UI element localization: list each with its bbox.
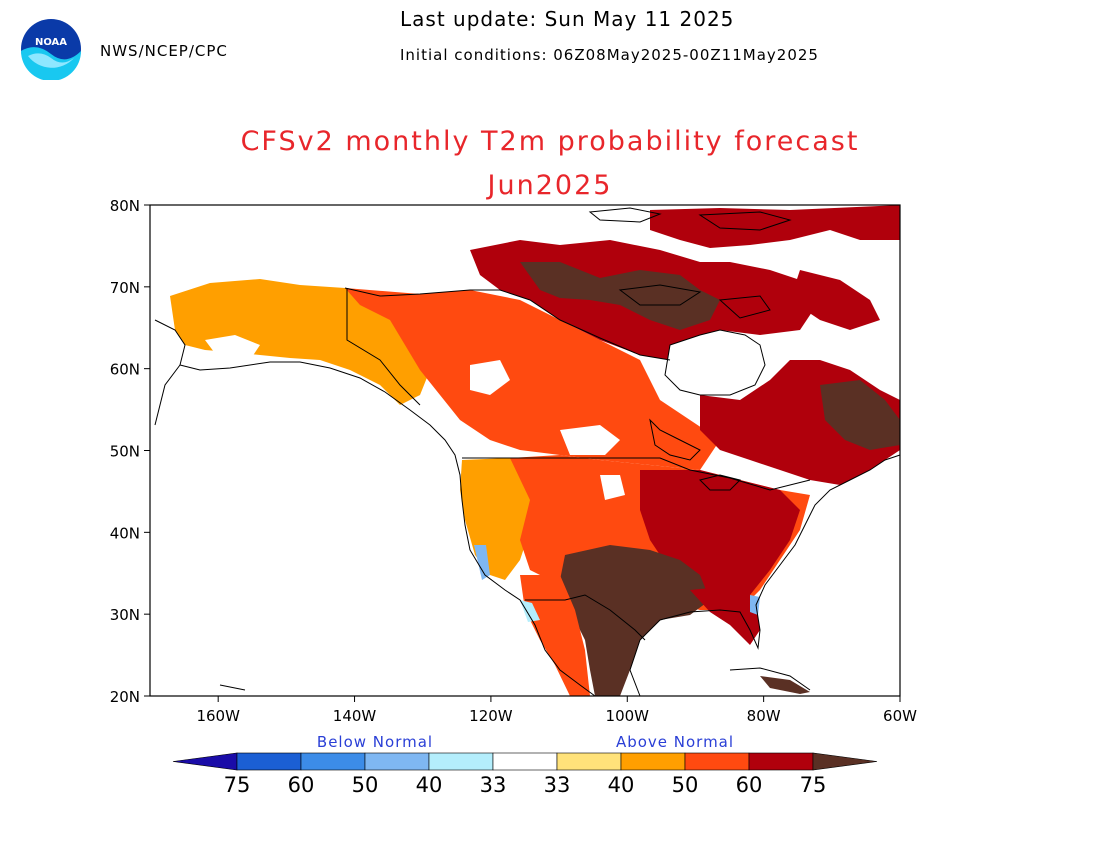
legend-value-label: 33 <box>544 773 571 797</box>
legend-value-label: 40 <box>608 773 635 797</box>
lon-tick-label: 160W <box>196 707 240 725</box>
southeast-region <box>690 585 760 645</box>
south-brown-region <box>560 545 710 696</box>
axis-ticks <box>144 204 901 702</box>
hudson-bay <box>665 330 765 395</box>
cuba <box>760 676 810 694</box>
mexico-west <box>520 575 590 696</box>
gulf-coast <box>629 454 901 697</box>
legend-swatch <box>748 752 814 771</box>
lon-tick-label: 80W <box>747 707 781 725</box>
chart-title: CFSv2 monthly T2m probability forecast <box>240 126 860 157</box>
west-coastline <box>154 319 596 697</box>
logo-text: NOAA <box>35 37 67 48</box>
probability-field <box>170 205 900 696</box>
noaa-logo: NOAA <box>20 18 82 81</box>
greenland-edge <box>790 270 880 330</box>
legend-value-label: 50 <box>352 773 379 797</box>
canada-region <box>345 288 720 470</box>
neutral-3 <box>470 360 510 395</box>
legend-value-labels: 75 60 50 40 33 33 40 50 60 75 <box>224 773 827 797</box>
legend: Below Normal Above Normal 75 60 50 40 33 33 40… <box>172 733 878 797</box>
neutral-4 <box>600 475 625 500</box>
lat-tick-label: 40N <box>110 524 140 542</box>
agency-label: NWS/NCEP/CPC <box>100 42 228 60</box>
below-normal-label: Below Normal <box>317 733 433 751</box>
legend-swatch <box>428 752 494 771</box>
lat-tick-label: 50N <box>110 443 140 461</box>
legend-arrow-above <box>812 752 878 771</box>
longitude-labels: 160W 140W 120W 100W 80W 60W <box>196 707 917 725</box>
legend-value-label: 40 <box>416 773 443 797</box>
legend-value-label: 75 <box>800 773 827 797</box>
alaska-peninsula <box>154 364 181 426</box>
legend-value-label: 60 <box>288 773 315 797</box>
labrador-brown <box>820 380 900 450</box>
legend-swatch <box>492 752 558 771</box>
legend-swatch <box>556 752 622 771</box>
neutral-2 <box>560 425 620 455</box>
coastlines <box>154 207 901 697</box>
legend-swatch <box>364 752 430 771</box>
east-coast-blue <box>750 595 760 615</box>
lat-tick-label: 70N <box>110 279 140 297</box>
above-normal-label: Above Normal <box>616 733 734 751</box>
lat-tick-label: 80N <box>110 197 140 215</box>
alaska-border <box>346 288 421 406</box>
caribbean-outline <box>219 667 811 691</box>
legend-colorbar <box>172 752 878 771</box>
legend-swatch <box>684 752 750 771</box>
neutral-1 <box>205 335 260 360</box>
coast-blue <box>474 545 490 580</box>
lon-tick-label: 60W <box>883 707 917 725</box>
legend-swatch <box>300 752 366 771</box>
lat-tick-label: 20N <box>110 688 140 706</box>
legend-swatch <box>236 752 302 771</box>
legend-value-label: 50 <box>672 773 699 797</box>
arctic-brown <box>520 262 720 330</box>
legend-value-label: 60 <box>736 773 763 797</box>
last-update-text: Last update: Sun May 11 2025 <box>400 7 735 31</box>
legend-value-label: 75 <box>224 773 251 797</box>
lat-tick-label: 30N <box>110 606 140 624</box>
lon-tick-label: 120W <box>469 707 513 725</box>
baja-blue <box>520 600 540 622</box>
us-canada-border <box>462 457 811 491</box>
legend-arrow-below <box>172 752 238 771</box>
hudson-coast <box>664 329 766 396</box>
north-islands <box>650 205 900 248</box>
lon-tick-label: 100W <box>606 707 650 725</box>
arctic-coast <box>344 287 671 361</box>
legend-swatch <box>620 752 686 771</box>
lat-tick-label: 60N <box>110 361 140 379</box>
latitude-labels: 80N 70N 60N 50N 40N 30N 20N <box>110 197 140 706</box>
chart-subtitle: Jun2025 <box>487 170 613 201</box>
initial-conditions-text: Initial conditions: 06Z08May2025-00Z11Ma… <box>400 46 819 64</box>
lon-tick-label: 140W <box>333 707 377 725</box>
legend-value-label: 33 <box>480 773 507 797</box>
island-outline-1 <box>588 207 792 231</box>
us-mexico-border <box>525 594 646 641</box>
island-outline-2 <box>618 284 771 319</box>
